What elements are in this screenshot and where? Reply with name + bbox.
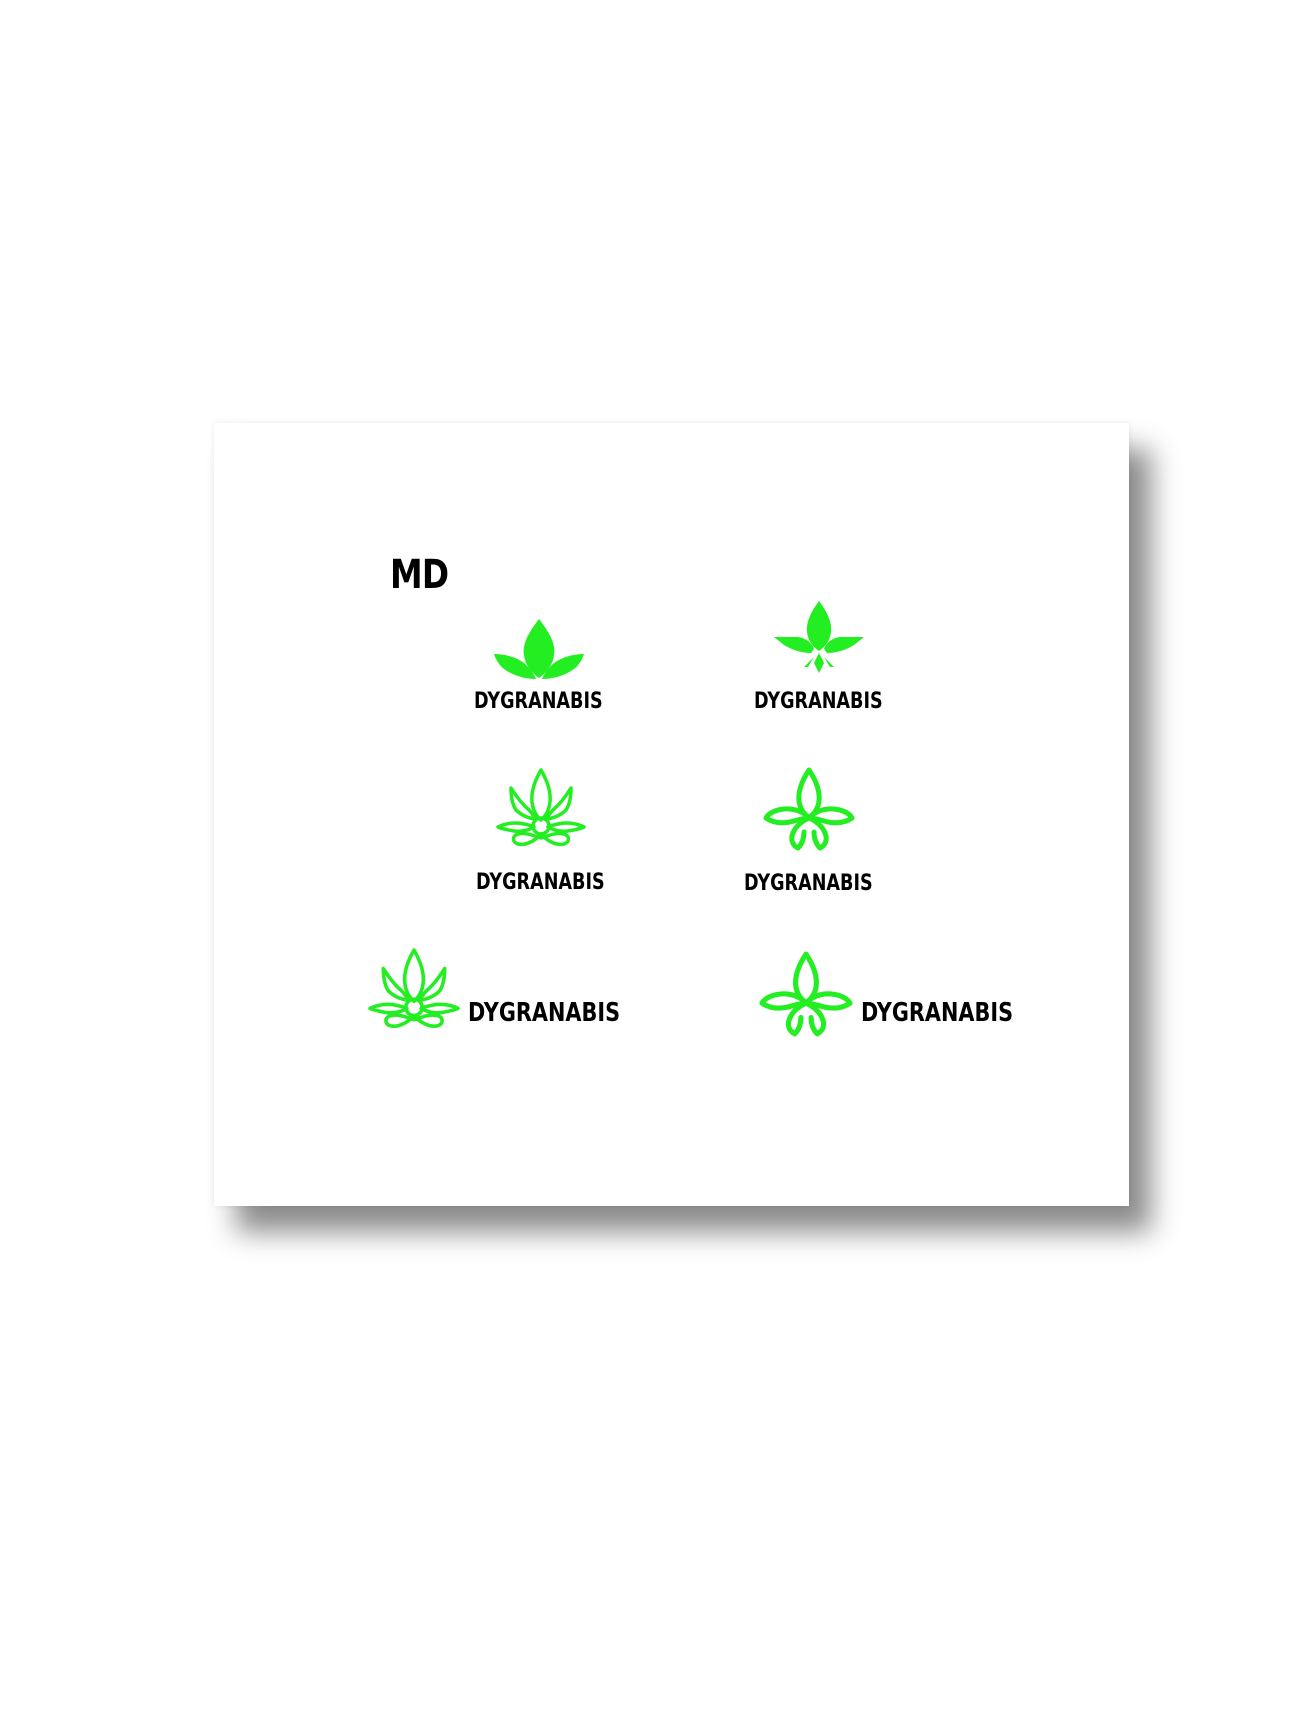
logo-wordmark: DYGRANABIS (744, 871, 873, 896)
outline-knot-leaf-icon (760, 947, 852, 1041)
logo-wordmark: DYGRANABIS (754, 689, 883, 714)
logo-outline-knot: DYGRANABIS (744, 763, 874, 898)
logo-outline-knot-horizontal: DYGRANABIS (760, 947, 1020, 1047)
outline-lotus-leaf-icon (368, 948, 460, 1028)
logo-outline-lotus-horizontal: DYGRANABIS (368, 942, 628, 1042)
solid-fleur-leaf-icon (774, 601, 864, 673)
logo-presentation-board: MD DYGRANABIS DYGRANABIS DYGRANABIS DYGR… (214, 423, 1129, 1206)
solid-three-leaf-icon (494, 619, 584, 679)
logo-wordmark: DYGRANABIS (476, 870, 605, 895)
logo-wordmark: DYGRANABIS (468, 998, 621, 1028)
logo-solid-three-leaf: DYGRANABIS (474, 619, 604, 719)
logo-wordmark: DYGRANABIS (474, 689, 603, 714)
board-title: MD (390, 552, 449, 598)
outline-lotus-leaf-icon (496, 768, 586, 847)
logo-solid-fleur-leaf: DYGRANABIS (754, 595, 884, 719)
logo-wordmark: DYGRANABIS (861, 998, 1014, 1028)
logo-outline-lotus: DYGRANABIS (476, 766, 606, 898)
outline-knot-leaf-icon (764, 763, 854, 855)
